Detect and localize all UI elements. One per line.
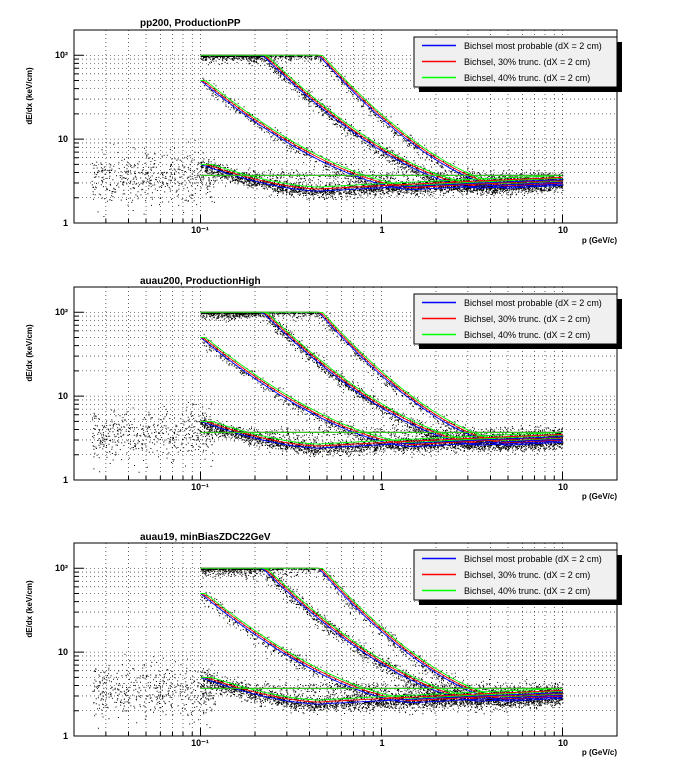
bichsel-curve-pi (200, 420, 563, 447)
x-tick-label: 10 (558, 482, 568, 492)
x-tick-label: 10⁻¹ (191, 738, 209, 748)
bichsel-curve-pi (200, 420, 563, 449)
x-axis-label: p (GeV/c) (582, 748, 617, 757)
y-axis-label: dE/dx (keV/cm) (25, 324, 34, 382)
bichsel-curve-K (200, 593, 563, 699)
bichsel-curve-pi (200, 676, 563, 703)
chart-panel-2: auau200, ProductionHigh dE/dx (keV/cm) p… (25, 276, 622, 501)
y-axis-label: dE/dx (keV/cm) (25, 67, 34, 125)
chart-panel-1: pp200, ProductionPP dE/dx (keV/cm) p (Ge… (25, 18, 622, 245)
bichsel-curve-pi (200, 676, 563, 701)
bichsel-curve-pi (200, 420, 563, 445)
chart-title: auau19, minBiasZDC22GeV (140, 532, 271, 543)
y-tick-label: 1 (63, 218, 68, 228)
bichsel-curve-K (200, 337, 563, 443)
bichsel-curve-K (200, 337, 563, 445)
x-axis-label: p (GeV/c) (582, 236, 617, 245)
legend-entry: Bichsel, 40% trunc. (dX = 2 cm) (464, 330, 590, 340)
y-axis-label: dE/dx (keV/cm) (25, 580, 34, 638)
x-tick-label: 10⁻¹ (191, 482, 209, 492)
chart-panel-3: auau19, minBiasZDC22GeV dE/dx (keV/cm) p… (25, 532, 622, 757)
x-tick-label: 10 (558, 225, 568, 235)
legend-entry: Bichsel, 40% trunc. (dX = 2 cm) (464, 586, 590, 596)
y-tick-label: 1 (63, 475, 68, 485)
legend-entry: Bichsel, 30% trunc. (dX = 2 cm) (464, 57, 590, 67)
legend: Bichsel most probable (dX = 2 cm) Bichse… (413, 549, 622, 605)
bichsel-curve-K (200, 80, 563, 188)
legend: Bichsel most probable (dX = 2 cm) Bichse… (413, 36, 622, 92)
bichsel-curve-K (200, 80, 563, 191)
bichsel-curve-p (200, 54, 563, 189)
x-tick-label: 1 (379, 738, 384, 748)
chart-title: pp200, ProductionPP (140, 18, 241, 29)
y-tick-label: 10² (55, 307, 68, 317)
bichsel-curve-pi (200, 163, 563, 190)
x-tick-label: 1 (379, 225, 384, 235)
bichsel-curve-pi (200, 163, 563, 192)
x-tick-label: 10 (558, 738, 568, 748)
x-tick-label: 10⁻¹ (191, 225, 209, 235)
bichsel-curve-pi (200, 163, 563, 188)
bichsel-curve-p (200, 567, 563, 702)
bichsel-curves (200, 567, 563, 705)
chart-title: auau200, ProductionHigh (140, 276, 261, 287)
y-tick-label: 10² (55, 563, 68, 573)
bichsel-curve-K (200, 593, 563, 701)
bichsel-curve-p (200, 311, 563, 446)
plot-frame (73, 29, 618, 224)
axis-ticks (74, 54, 564, 223)
y-tick-label: 10² (55, 50, 68, 60)
bichsel-curve-K (200, 593, 563, 704)
plot-frame (73, 286, 618, 481)
bichsel-curves (200, 311, 563, 449)
bichsel-curve-K (200, 80, 563, 186)
legend-entry: Bichsel most probable (dX = 2 cm) (464, 554, 602, 564)
bichsel-curve-K (200, 337, 563, 448)
legend-entry: Bichsel, 30% trunc. (dX = 2 cm) (464, 570, 590, 580)
axis-ticks (74, 567, 564, 736)
y-tick-label: 1 (63, 731, 68, 741)
bichsel-curves (200, 54, 563, 192)
legend-entry: Bichsel most probable (dX = 2 cm) (464, 298, 602, 308)
axis-ticks (74, 311, 564, 480)
legend: Bichsel most probable (dX = 2 cm) Bichse… (413, 293, 622, 349)
legend-entry: Bichsel, 40% trunc. (dX = 2 cm) (464, 73, 590, 83)
y-tick-label: 10 (58, 391, 68, 401)
x-tick-label: 1 (379, 482, 384, 492)
legend-entry: Bichsel most probable (dX = 2 cm) (464, 41, 602, 51)
y-tick-label: 10 (58, 134, 68, 144)
y-tick-label: 10 (58, 647, 68, 657)
x-axis-label: p (GeV/c) (582, 492, 617, 501)
plot-frame (73, 542, 618, 737)
bichsel-curve-pi (200, 676, 563, 705)
legend-entry: Bichsel, 30% trunc. (dX = 2 cm) (464, 314, 590, 324)
